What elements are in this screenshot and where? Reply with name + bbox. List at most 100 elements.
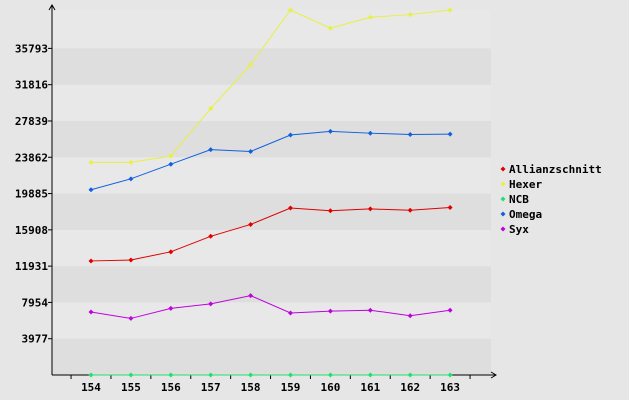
data-point — [248, 372, 254, 378]
legend-label: NCB — [509, 193, 529, 206]
x-tick-label: 161 — [360, 381, 380, 394]
series-line — [90, 130, 451, 191]
plot-bands — [52, 10, 491, 375]
x-tick-label: 163 — [440, 381, 460, 394]
x-tick-label: 162 — [400, 381, 420, 394]
data-point — [288, 7, 293, 13]
data-point — [168, 305, 174, 311]
data-point — [88, 187, 94, 193]
y-tick-label: 19885 — [15, 188, 48, 201]
data-point — [367, 307, 373, 313]
legend: Allianzschnitt Hexer NCB Omega Syx — [500, 163, 602, 236]
data-point — [88, 309, 94, 315]
data-point — [407, 207, 413, 213]
series-allianzschnitt — [88, 205, 453, 264]
data-point — [128, 372, 134, 378]
data-point — [447, 372, 453, 378]
x-tick-label: 156 — [161, 381, 181, 394]
y-tick-label: 11931 — [15, 260, 48, 273]
data-point — [208, 106, 214, 112]
data-point — [88, 372, 94, 378]
data-point — [88, 258, 94, 264]
plot-band — [52, 120, 491, 158]
data-point — [447, 7, 453, 13]
legend-label: Allianzschnitt — [509, 163, 602, 176]
series-line — [91, 9, 451, 163]
data-point — [248, 148, 254, 154]
data-point — [407, 132, 413, 138]
data-point — [168, 249, 174, 255]
y-axis-arrow — [48, 4, 56, 11]
data-point — [208, 301, 214, 307]
data-point — [447, 307, 453, 313]
series-line — [90, 295, 451, 319]
x-tick-label: 157 — [201, 381, 221, 394]
data-point — [327, 308, 333, 314]
x-tick-label: 160 — [320, 381, 340, 394]
data-point — [88, 159, 94, 165]
data-point — [327, 128, 333, 134]
data-point — [447, 205, 453, 211]
legend-marker — [500, 226, 506, 232]
data-point — [327, 25, 333, 31]
data-point — [407, 12, 413, 18]
series-hexer — [88, 7, 453, 165]
data-point — [407, 313, 413, 319]
data-point — [288, 205, 293, 211]
y-axis-ticks: 3977 7954 11931 15908 19885 23862 27839 31816 35… — [15, 42, 52, 346]
data-point — [327, 208, 333, 214]
plot-band — [52, 84, 491, 121]
legend-label: Hexer — [509, 178, 542, 191]
data-point — [447, 131, 453, 137]
data-point — [248, 62, 254, 68]
series-syx — [88, 293, 453, 321]
data-point — [128, 176, 134, 182]
legend-marker — [500, 166, 506, 172]
legend-label: Omega — [509, 208, 542, 221]
x-tick-label: 159 — [281, 381, 301, 394]
data-point — [288, 132, 293, 138]
plot-band — [52, 266, 491, 303]
data-point — [327, 372, 333, 378]
data-point — [248, 293, 254, 299]
series-line — [90, 207, 451, 262]
data-point — [168, 161, 174, 167]
series-ncb — [88, 372, 453, 378]
x-tick-label: 158 — [241, 381, 261, 394]
x-tick-label: 154 — [81, 381, 101, 394]
x-axis-ticks: 154 155 156 157 158 159 160 161 162 163 — [70, 375, 471, 394]
legend-marker — [500, 211, 506, 217]
data-point — [128, 159, 134, 165]
y-tick-label: 7954 — [22, 296, 49, 309]
y-tick-label: 27839 — [15, 115, 48, 128]
data-point — [367, 130, 373, 136]
data-point — [367, 14, 373, 20]
plot-band — [52, 338, 491, 375]
data-point — [367, 372, 373, 378]
plot-band — [52, 48, 491, 85]
legend-marker — [500, 196, 506, 202]
data-point — [128, 315, 134, 321]
y-tick-label: 15908 — [15, 224, 48, 237]
plot-band — [52, 302, 491, 339]
data-point — [128, 257, 134, 263]
data-point — [367, 206, 373, 212]
y-tick-label: 3977 — [22, 333, 49, 346]
plot-band — [52, 10, 491, 49]
data-point — [288, 372, 293, 378]
data-point — [208, 233, 214, 239]
y-tick-label: 35793 — [15, 42, 48, 55]
y-tick-label: 23862 — [15, 151, 48, 164]
data-point — [407, 372, 413, 378]
legend-label: Syx — [509, 223, 529, 236]
series-omega — [88, 128, 453, 193]
data-point — [208, 372, 214, 378]
data-point — [248, 221, 254, 227]
plot-band — [52, 193, 491, 230]
data-point — [168, 153, 174, 159]
data-point — [208, 147, 214, 153]
series-group — [88, 7, 453, 378]
x-axis-arrow — [490, 371, 497, 379]
legend-marker — [500, 181, 506, 187]
